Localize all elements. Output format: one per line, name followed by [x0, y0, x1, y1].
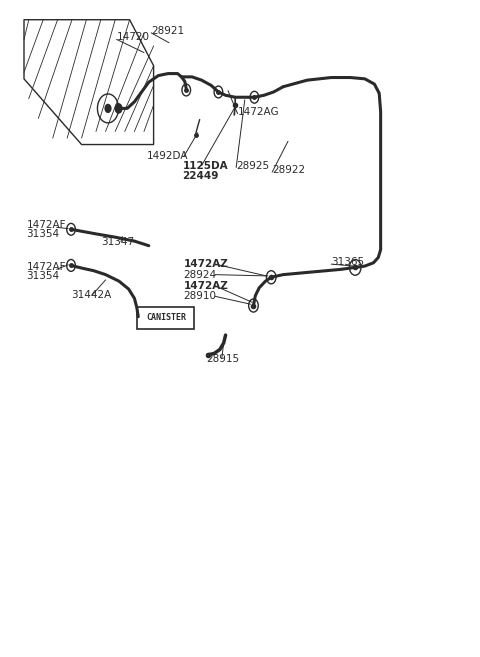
Text: 28910: 28910	[183, 291, 216, 302]
Text: 1472AZ: 1472AZ	[183, 281, 228, 291]
Text: 1125DA: 1125DA	[182, 160, 228, 171]
Text: 28915: 28915	[206, 353, 240, 364]
Text: 28925: 28925	[236, 160, 269, 171]
Text: 31354: 31354	[26, 229, 60, 239]
Text: 31354: 31354	[26, 271, 60, 281]
Text: 28922: 28922	[272, 165, 305, 175]
Text: 1472AG: 1472AG	[238, 106, 279, 117]
Text: 31442A: 31442A	[71, 290, 111, 300]
Text: 1472AZ: 1472AZ	[183, 259, 228, 269]
Circle shape	[115, 104, 122, 113]
Text: 28924: 28924	[183, 269, 216, 280]
Text: 1492DA: 1492DA	[146, 151, 188, 162]
Text: 14720: 14720	[117, 32, 150, 43]
Text: 28921: 28921	[151, 26, 184, 36]
Text: 31365: 31365	[331, 257, 364, 267]
Text: 22449: 22449	[182, 171, 219, 181]
Text: CANISTER: CANISTER	[146, 313, 186, 323]
Text: 1472AF: 1472AF	[26, 219, 66, 230]
Text: 1472AF: 1472AF	[26, 261, 66, 272]
Circle shape	[105, 104, 111, 112]
FancyBboxPatch shape	[137, 307, 194, 328]
Text: 31347: 31347	[101, 237, 134, 247]
